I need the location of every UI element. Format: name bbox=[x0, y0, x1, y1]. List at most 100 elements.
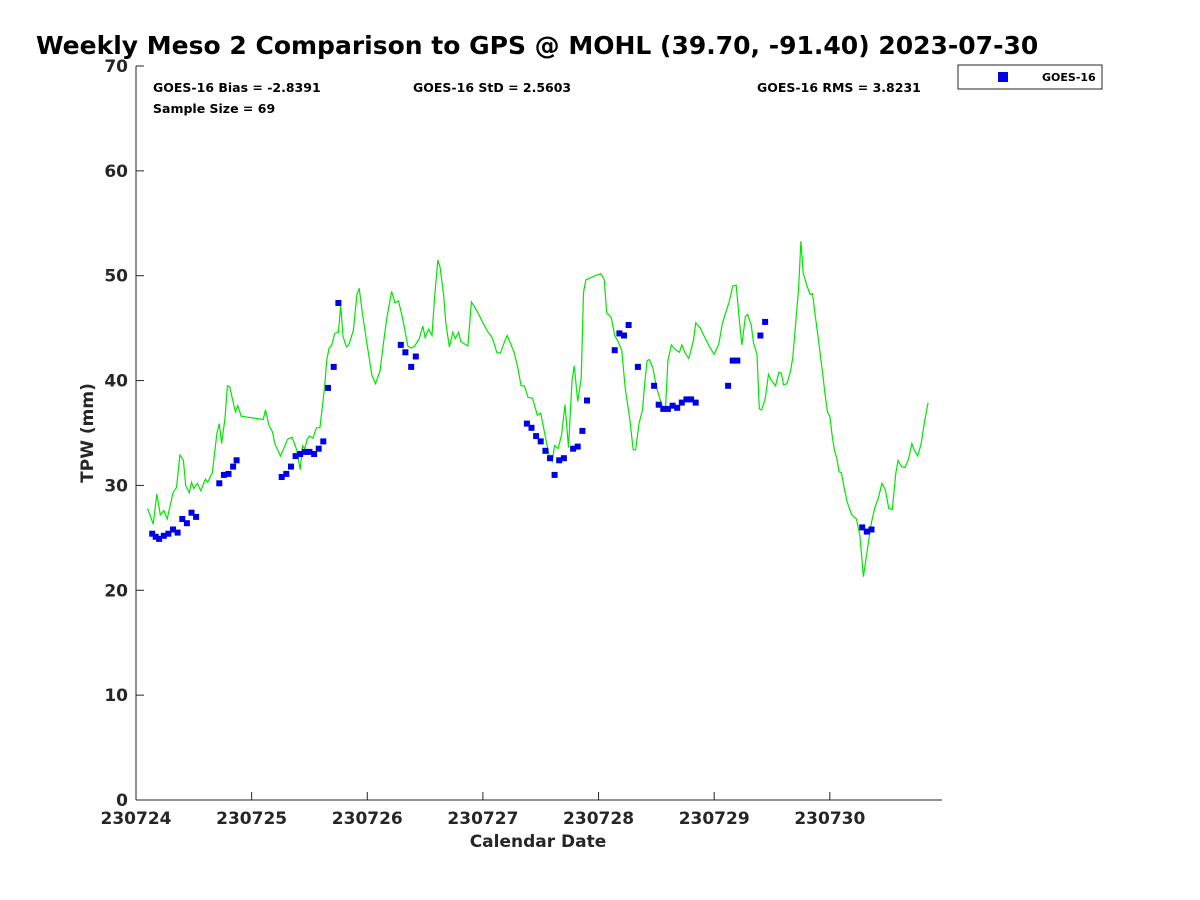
chart-title: Weekly Meso 2 Comparison to GPS @ MOHL (… bbox=[36, 31, 1038, 60]
goes-data-point bbox=[292, 453, 299, 460]
stat-sample-size: Sample Size = 69 bbox=[153, 101, 275, 116]
goes-data-point bbox=[160, 532, 167, 539]
goes-data-point bbox=[863, 528, 870, 535]
gps-series-line bbox=[147, 241, 929, 577]
goes-data-point bbox=[859, 524, 866, 531]
x-axis-label: Calendar Date bbox=[470, 832, 607, 852]
goes-data-point bbox=[193, 513, 200, 520]
y-tick-label: 50 bbox=[104, 267, 128, 287]
goes-data-point bbox=[283, 470, 290, 477]
goes-data-point bbox=[579, 427, 586, 434]
y-tick-label: 20 bbox=[104, 581, 128, 601]
goes-data-point bbox=[523, 420, 530, 427]
y-tick-label: 70 bbox=[104, 57, 128, 77]
goes-data-point bbox=[574, 443, 581, 450]
x-tick-label: 230727 bbox=[447, 809, 518, 829]
goes-data-point bbox=[669, 402, 676, 409]
goes-data-point bbox=[330, 363, 337, 370]
goes-data-point bbox=[537, 438, 544, 445]
goes-data-point bbox=[757, 332, 764, 339]
goes-data-point bbox=[320, 438, 327, 445]
goes-data-point bbox=[183, 520, 190, 527]
x-tick-label: 230729 bbox=[679, 809, 750, 829]
goes-data-point bbox=[683, 396, 690, 403]
x-tick-label: 230724 bbox=[101, 809, 172, 829]
goes-data-point bbox=[542, 447, 549, 454]
goes-data-point bbox=[288, 463, 294, 470]
goes-data-point bbox=[678, 399, 685, 406]
goes-data-point bbox=[734, 357, 741, 364]
goes-data-point bbox=[397, 341, 404, 348]
goes-data-point bbox=[311, 451, 318, 457]
legend-marker bbox=[998, 72, 1008, 82]
goes-data-point bbox=[655, 401, 662, 408]
goes-data-point bbox=[306, 448, 313, 455]
goes-data-point bbox=[868, 526, 875, 533]
goes-data-point bbox=[551, 471, 558, 478]
goes-data-point bbox=[230, 463, 237, 470]
goes-data-point bbox=[408, 363, 415, 370]
goes-series-markers bbox=[149, 300, 875, 542]
x-ticks: 230724 230725 230726 230727 230728 230729 2307… bbox=[101, 792, 865, 829]
goes-data-point bbox=[188, 509, 195, 516]
goes-data-point bbox=[621, 332, 627, 339]
y-tick-label: 10 bbox=[104, 686, 128, 706]
goes-data-point bbox=[651, 382, 658, 389]
plot-area: 0 10 20 30 40 50 60 70 230724 230725 230726 230727… bbox=[101, 57, 942, 829]
goes-data-point bbox=[528, 424, 535, 431]
goes-data-point bbox=[220, 471, 227, 478]
y-tick-label: 40 bbox=[104, 372, 128, 392]
goes-data-point bbox=[547, 455, 553, 462]
goes-data-point bbox=[762, 318, 769, 325]
goes-data-point bbox=[225, 470, 232, 477]
goes-data-point bbox=[179, 516, 186, 522]
goes-data-point bbox=[412, 353, 419, 360]
goes-data-point bbox=[335, 300, 342, 306]
stat-rms: GOES-16 RMS = 3.8231 bbox=[757, 80, 921, 95]
goes-data-point bbox=[616, 330, 623, 337]
x-tick-label: 230726 bbox=[332, 809, 403, 829]
legend-box bbox=[957, 64, 1103, 90]
goes-data-point bbox=[533, 433, 540, 440]
goes-data-point bbox=[149, 530, 156, 537]
goes-data-point bbox=[325, 384, 331, 391]
goes-data-point bbox=[660, 405, 667, 412]
goes-data-point bbox=[674, 404, 681, 411]
goes-data-point bbox=[216, 480, 223, 487]
goes-data-point bbox=[634, 363, 641, 370]
goes-data-point bbox=[165, 530, 172, 537]
goes-data-point bbox=[725, 382, 732, 389]
legend-label: GOES-16 bbox=[1042, 71, 1096, 84]
goes-data-point bbox=[570, 445, 577, 452]
goes-data-point bbox=[170, 526, 176, 533]
goes-data-point bbox=[402, 349, 409, 356]
goes-data-point bbox=[278, 474, 285, 480]
goes-data-point bbox=[560, 455, 567, 462]
y-tick-label: 60 bbox=[104, 162, 128, 182]
y-ticks: 0 10 20 30 40 50 60 70 bbox=[104, 57, 144, 811]
goes-data-point bbox=[297, 451, 304, 457]
x-tick-label: 230730 bbox=[794, 809, 865, 829]
goes-data-point bbox=[584, 397, 590, 404]
goes-data-point bbox=[611, 347, 618, 354]
goes-data-point bbox=[692, 399, 699, 406]
goes-data-point bbox=[664, 405, 671, 412]
goes-data-point bbox=[156, 535, 163, 542]
goes-data-point bbox=[152, 533, 159, 540]
goes-data-point bbox=[315, 445, 322, 452]
stat-bias: GOES-16 Bias = -2.8391 bbox=[153, 80, 321, 95]
goes-data-point bbox=[729, 357, 736, 364]
goes-data-point bbox=[233, 457, 240, 464]
stat-std: GOES-16 StD = 2.5603 bbox=[413, 80, 571, 95]
y-axis-label: TPW (mm) bbox=[78, 383, 98, 483]
y-tick-label: 30 bbox=[104, 476, 128, 496]
legend: GOES-16 bbox=[957, 64, 1103, 90]
goes-data-point bbox=[625, 322, 632, 328]
goes-data-point bbox=[556, 457, 563, 464]
goes-data-point bbox=[174, 529, 181, 536]
x-tick-label: 230728 bbox=[563, 809, 634, 829]
goes-data-point bbox=[688, 396, 695, 403]
y-tick-label: 0 bbox=[116, 791, 128, 811]
x-tick-label: 230725 bbox=[216, 809, 287, 829]
